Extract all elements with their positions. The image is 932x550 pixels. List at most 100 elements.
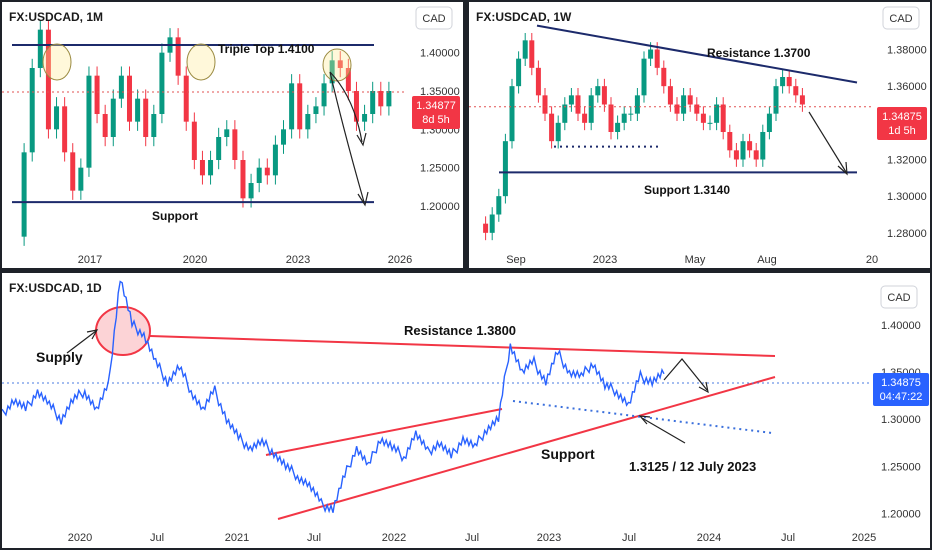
candle-body	[62, 106, 68, 153]
candle-body	[714, 104, 720, 123]
candle-body	[667, 86, 673, 105]
candle-body	[694, 104, 700, 114]
time-tick-label: May	[685, 254, 706, 266]
candle-body	[224, 129, 230, 137]
time-tick-label: 20	[866, 254, 878, 266]
currency-badge[interactable]	[415, 6, 453, 30]
candle-body	[747, 141, 753, 151]
rising-support-line	[277, 376, 776, 520]
candle-body	[78, 167, 84, 191]
candle-body	[21, 152, 27, 237]
candle-body	[793, 86, 799, 96]
candle-body	[483, 223, 489, 233]
candle-body	[542, 95, 548, 114]
candle-body	[760, 132, 766, 160]
candle-body	[641, 58, 647, 96]
price-tag-value: 1.34875	[882, 111, 922, 123]
time-tick-label: Aug	[757, 254, 777, 266]
candle-body	[118, 75, 124, 99]
chart-title: FX:USDCAD, 1D	[9, 281, 102, 295]
candle-body	[562, 104, 568, 123]
candle-body	[54, 106, 60, 130]
candle-body	[575, 95, 581, 114]
candle-body	[297, 83, 303, 130]
time-tick-label: 2025	[852, 532, 876, 544]
candle-body	[151, 114, 157, 137]
resistance-label: Resistance 1.3700	[707, 46, 811, 60]
currency-label: CAD	[422, 13, 445, 25]
candle-body	[37, 29, 43, 69]
candle-body	[345, 68, 351, 91]
candle-body	[313, 106, 319, 114]
time-axis[interactable]: Sep 2023 May Aug 20	[506, 254, 878, 266]
candle-body	[305, 114, 311, 130]
time-tick-label: 2023	[593, 254, 617, 266]
daily-chart[interactable]: FX:USDCAD, 1D Supply Resistance 1.3800 S…	[2, 273, 930, 548]
candle-body	[208, 160, 214, 176]
time-tick-label: 2020	[68, 532, 92, 544]
price-tag	[877, 107, 927, 140]
price-tag-value: 1.34875	[881, 377, 921, 389]
candle-body	[720, 104, 726, 132]
support-label: Support	[541, 446, 595, 462]
price-tag	[873, 373, 929, 406]
candle-body	[502, 141, 508, 197]
currency-badge[interactable]	[882, 6, 920, 30]
candle-body	[102, 114, 108, 137]
candle-body	[321, 83, 327, 107]
channel-upper-line	[265, 408, 503, 456]
candle-body	[700, 113, 706, 123]
resistance-line	[149, 335, 776, 357]
candle-body	[786, 77, 792, 87]
candle-body	[175, 37, 181, 76]
candle-body	[199, 160, 205, 176]
support-label: Support	[152, 209, 198, 223]
price-tick-label: 1.32000	[887, 155, 927, 167]
candle-body	[126, 75, 132, 122]
candle-body	[353, 91, 359, 122]
daily-chart-panel: FX:USDCAD, 1D Supply Resistance 1.3800 S…	[2, 273, 930, 548]
time-tick-label: 2017	[78, 254, 102, 266]
candle-body	[289, 83, 295, 130]
candle-body	[94, 75, 100, 114]
candle-body	[687, 95, 693, 105]
candle-body	[733, 150, 739, 160]
candle-body	[595, 86, 601, 96]
price-tag-value: 1.34877	[416, 100, 456, 112]
candle-body	[29, 68, 35, 153]
candle-body	[248, 183, 254, 199]
supply-label: Supply	[36, 349, 83, 365]
price-tick-label: 1.35000	[420, 86, 460, 98]
candle-body	[159, 52, 165, 114]
price-tick-label: 1.30000	[887, 191, 927, 203]
currency-badge[interactable]	[880, 285, 918, 309]
time-tick-label: 2020	[183, 254, 207, 266]
candle-body	[496, 196, 502, 215]
weekly-chart[interactable]: FX:USDCAD, 1W Resistance 1.3700 Support …	[469, 2, 930, 268]
time-tick-label: Jul	[307, 532, 321, 544]
monthly-chart[interactable]: FX:USDCAD, 1M Triple Top 1.4100 Support …	[2, 2, 463, 268]
candle-body	[529, 40, 535, 68]
time-axis[interactable]: 2017 2020 2023 2026	[78, 254, 412, 266]
time-tick-label: Jul	[465, 532, 479, 544]
candle-body	[256, 167, 262, 183]
price-axis[interactable]: 1.380001.360001.340001.320001.300001.280…	[887, 45, 927, 240]
time-tick-label: 2021	[225, 532, 249, 544]
time-axis[interactable]: 2020 Jul 2021 Jul 2022 Jul 2023 Jul 2024 Jul 2025	[68, 532, 876, 544]
candle-body	[535, 67, 541, 96]
candle-body	[615, 122, 621, 132]
candle-body	[634, 95, 640, 114]
price-tick-label: 1.25000	[881, 461, 921, 473]
candle-body	[45, 29, 51, 130]
candle-body	[240, 160, 246, 199]
currency-label: CAD	[889, 13, 912, 25]
candle-body	[773, 86, 779, 114]
resistance-line	[536, 24, 858, 84]
time-tick-label: 2023	[537, 532, 561, 544]
candle-body	[191, 121, 197, 160]
candle-body	[799, 95, 805, 105]
candle-body	[281, 129, 287, 145]
projection-arrow	[808, 111, 848, 176]
